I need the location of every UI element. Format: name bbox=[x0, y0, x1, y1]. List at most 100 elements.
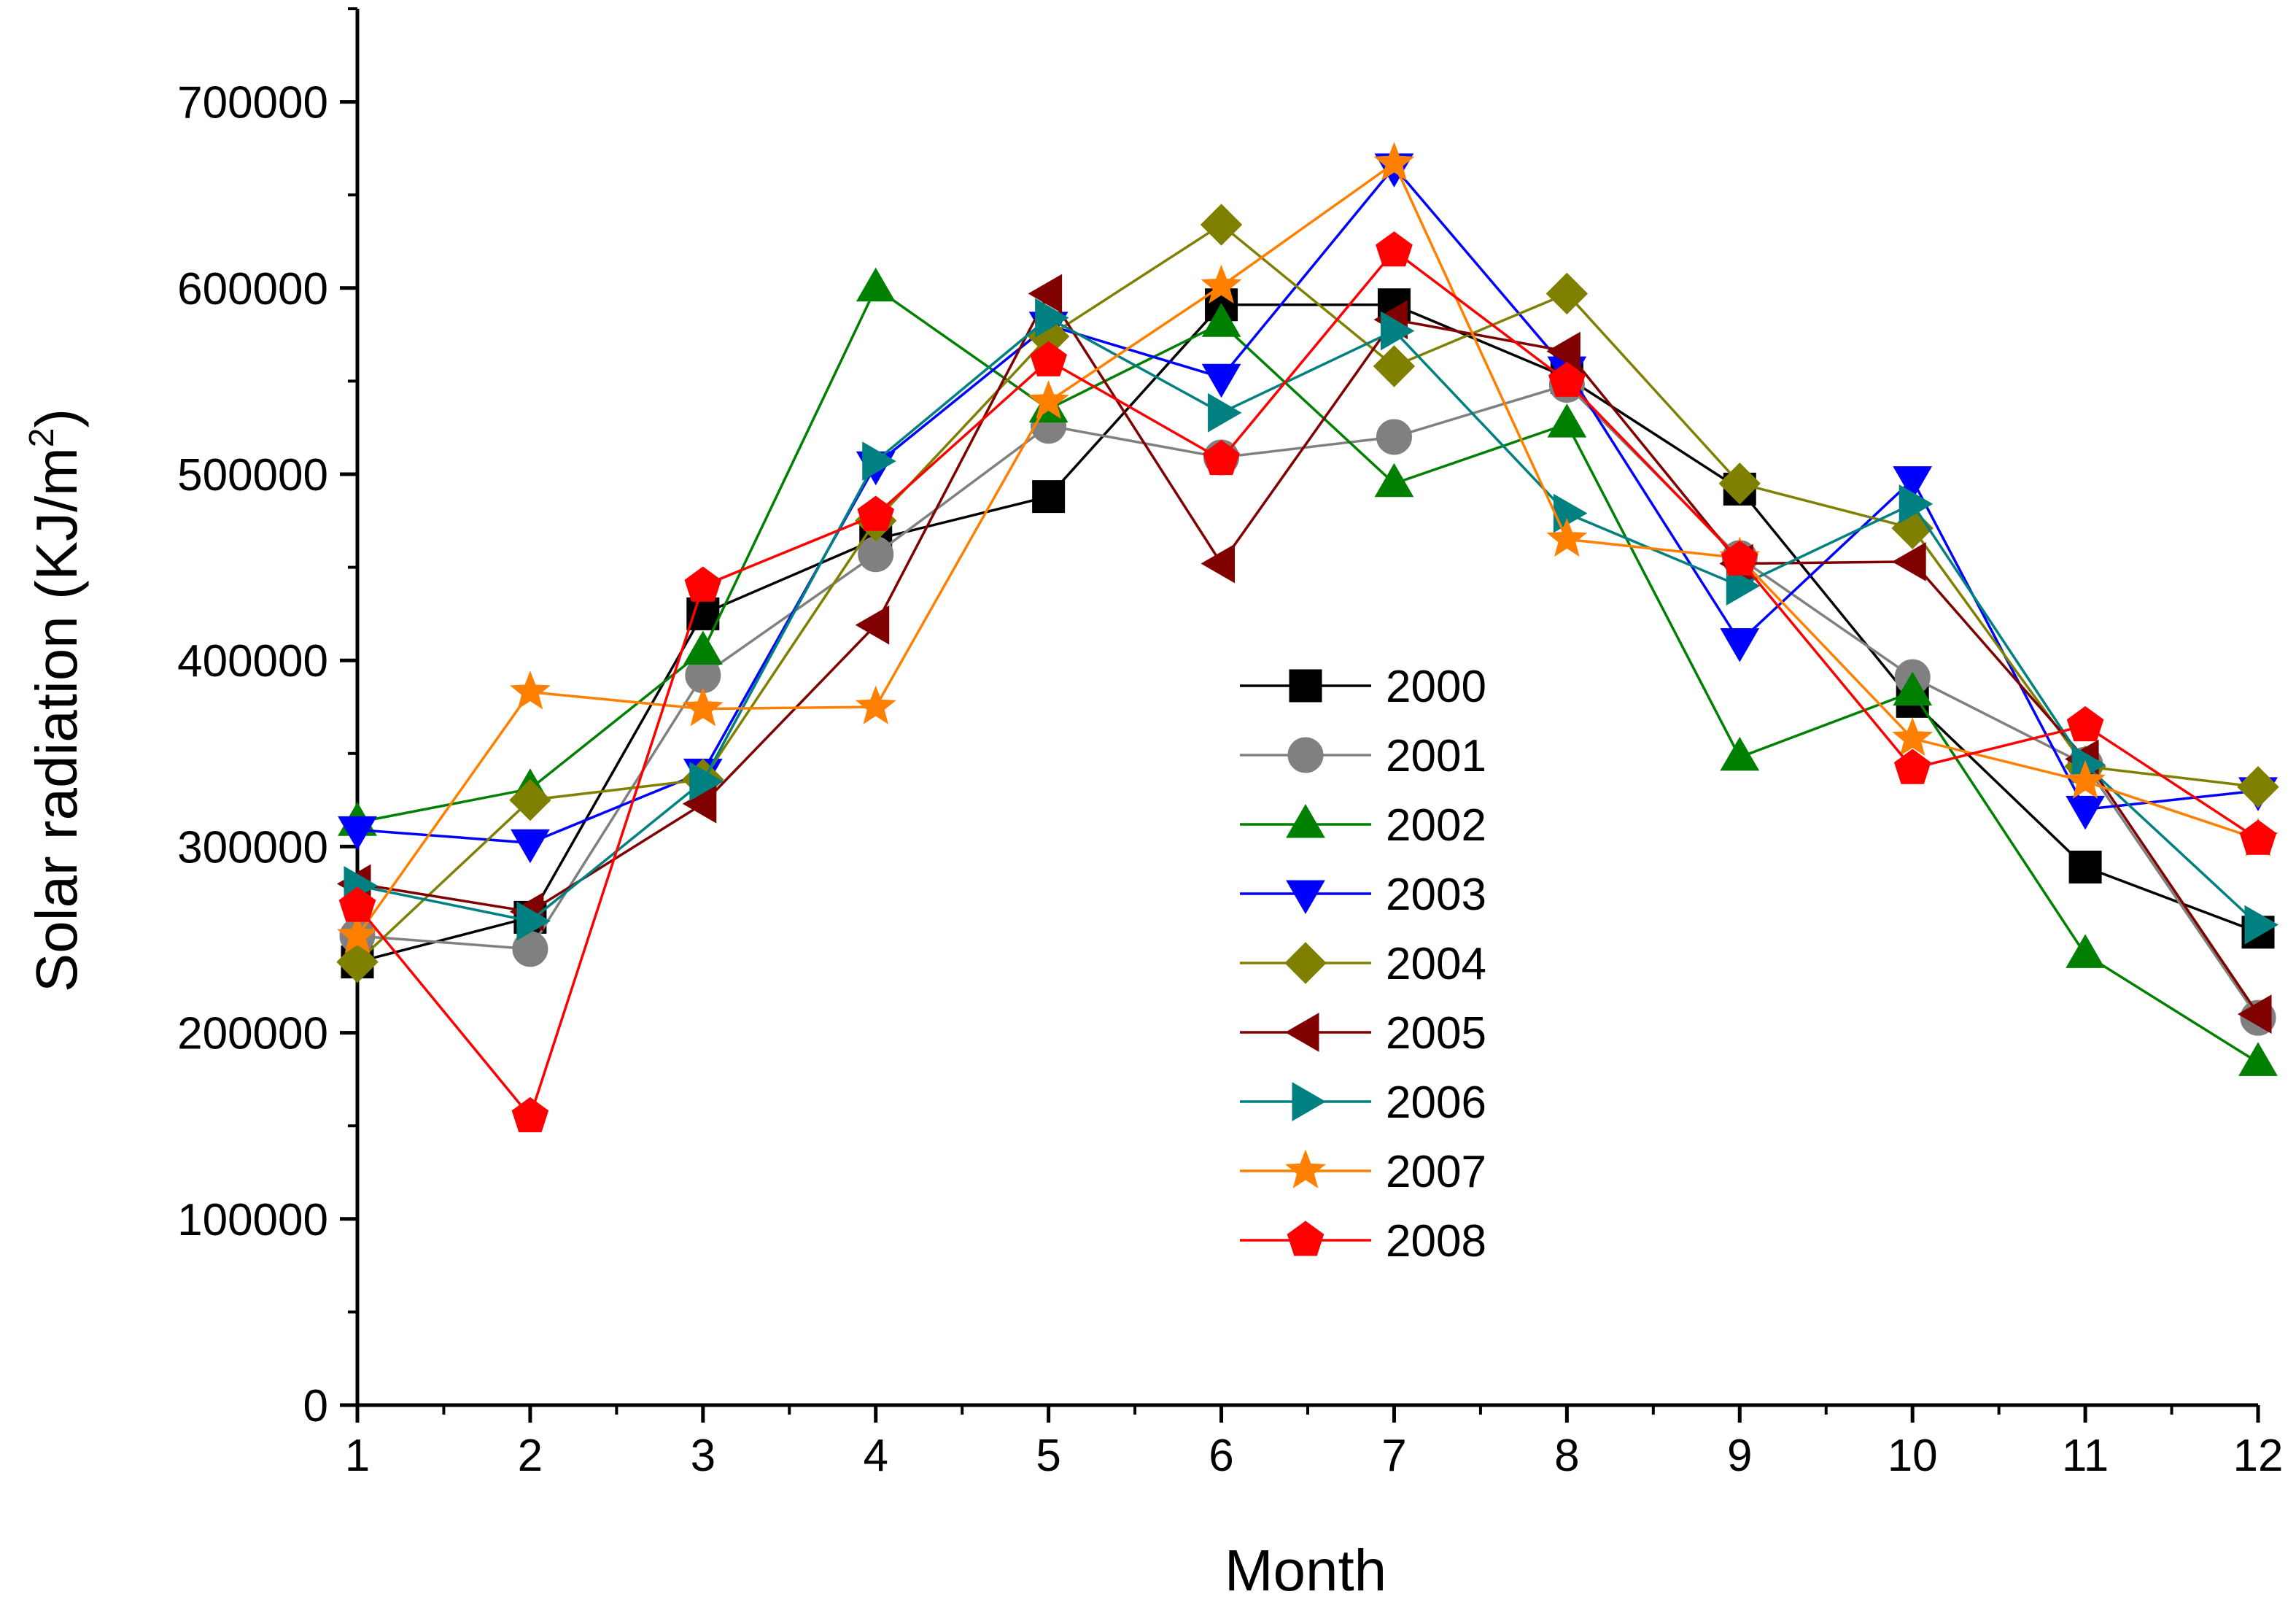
data-point-2005 bbox=[1546, 331, 1581, 371]
legend-marker bbox=[1287, 1221, 1325, 1256]
legend-entry-2003: 2003 bbox=[1240, 870, 1486, 920]
legend-label: 2005 bbox=[1386, 1008, 1486, 1059]
data-point-2005 bbox=[1201, 544, 1236, 584]
y-axis-title-main: Solar radiation (KJ/m bbox=[24, 447, 89, 992]
data-point-2003 bbox=[1720, 628, 1760, 662]
x-axis-title: Month bbox=[1225, 1538, 1386, 1603]
series-line-2001 bbox=[357, 383, 2260, 1019]
data-point-2008 bbox=[1548, 361, 1586, 397]
legend-marker bbox=[1289, 669, 1322, 703]
data-point-2001 bbox=[1376, 419, 1412, 455]
x-tick-label: 7 bbox=[1381, 1431, 1406, 1481]
data-point-2008 bbox=[1376, 231, 1413, 267]
data-point-2004 bbox=[1373, 345, 1416, 387]
data-point-2008 bbox=[857, 495, 895, 531]
legend-marker bbox=[1285, 1013, 1319, 1052]
data-point-2002 bbox=[683, 630, 723, 665]
legend-label: 2008 bbox=[1386, 1216, 1486, 1266]
data-point-2004 bbox=[1718, 463, 1761, 505]
legend-marker bbox=[1292, 1082, 1326, 1121]
legend-label: 2001 bbox=[1386, 731, 1486, 781]
legend: 2000 2001 2002 2003 2004 2005 2006 2007 2008 bbox=[1240, 662, 1486, 1266]
y-tick-label: 600000 bbox=[177, 264, 328, 314]
x-tick-label: 9 bbox=[1727, 1431, 1752, 1481]
series-2004 bbox=[336, 204, 2279, 983]
x-tick-label: 5 bbox=[1036, 1431, 1060, 1481]
data-point-2002 bbox=[1374, 463, 1414, 498]
legend-entry-2007: 2007 bbox=[1240, 1147, 1486, 1197]
legend-entry-2008: 2008 bbox=[1240, 1216, 1486, 1266]
series-2005 bbox=[337, 274, 2272, 1034]
y-tick-label: 100000 bbox=[177, 1195, 328, 1245]
data-point-2003 bbox=[511, 829, 550, 864]
data-point-2005 bbox=[2238, 994, 2272, 1034]
y-tick-label: 300000 bbox=[177, 822, 328, 873]
data-point-2006 bbox=[2244, 905, 2278, 945]
data-point-2006 bbox=[1726, 566, 1761, 606]
data-point-2006 bbox=[1899, 484, 1934, 524]
data-point-2008 bbox=[1203, 439, 1240, 476]
legend-entry-2002: 2002 bbox=[1240, 800, 1486, 851]
data-point-2007 bbox=[1028, 380, 1069, 419]
data-point-2008 bbox=[511, 1097, 549, 1132]
y-axis-title-close: ) bbox=[24, 409, 89, 428]
legend-label: 2007 bbox=[1386, 1147, 1486, 1197]
data-point-2000 bbox=[1032, 480, 1066, 514]
data-point-2006 bbox=[516, 901, 551, 941]
data-point-2006 bbox=[1035, 298, 1069, 338]
legend-marker bbox=[1284, 942, 1327, 984]
data-point-2006 bbox=[862, 441, 896, 481]
data-point-2003 bbox=[1893, 466, 1933, 500]
x-tick-label: 6 bbox=[1209, 1431, 1233, 1481]
y-tick-label: 0 bbox=[303, 1381, 328, 1431]
data-point-2007 bbox=[1892, 717, 1934, 757]
y-tick-label: 500000 bbox=[177, 450, 328, 500]
series-line-2004 bbox=[356, 223, 2259, 963]
legend-label: 2002 bbox=[1386, 800, 1486, 851]
legend-marker bbox=[1285, 1149, 1326, 1188]
series-line-2007 bbox=[356, 161, 2259, 937]
legend-entry-2001: 2001 bbox=[1240, 731, 1486, 781]
series-layer bbox=[336, 142, 2279, 1132]
series-line-2000 bbox=[357, 303, 2259, 964]
legend-label: 2004 bbox=[1386, 939, 1486, 989]
data-point-2004 bbox=[1200, 204, 1243, 246]
x-tick-label: 12 bbox=[2233, 1431, 2284, 1481]
x-tick-label: 2 bbox=[518, 1431, 543, 1481]
data-point-2007 bbox=[2065, 759, 2106, 799]
y-tick-label: 400000 bbox=[177, 636, 328, 687]
x-tick-label: 3 bbox=[691, 1431, 715, 1481]
series-line-2008 bbox=[356, 249, 2259, 1119]
data-point-2005 bbox=[1028, 274, 1063, 314]
y-axis-title: Solar radiation (KJ/m2) bbox=[23, 409, 89, 992]
data-point-2007 bbox=[1201, 264, 1242, 304]
data-point-2008 bbox=[338, 886, 376, 922]
data-point-2002 bbox=[1893, 671, 1933, 706]
data-point-2007 bbox=[1546, 517, 1588, 557]
data-point-2008 bbox=[1030, 341, 1067, 376]
data-point-2004 bbox=[336, 940, 379, 983]
data-point-2008 bbox=[684, 566, 722, 602]
data-point-2002 bbox=[1720, 736, 1760, 771]
data-point-2003 bbox=[338, 816, 377, 851]
series-line-2005 bbox=[357, 291, 2260, 1016]
data-point-2008 bbox=[1893, 749, 1931, 784]
data-point-2006 bbox=[1380, 311, 1415, 351]
data-point-2007 bbox=[509, 670, 551, 710]
data-point-2000 bbox=[2068, 850, 2102, 883]
data-point-2006 bbox=[689, 762, 724, 801]
data-point-2002 bbox=[1201, 303, 1241, 337]
series-2000 bbox=[341, 288, 2275, 979]
data-point-2008 bbox=[2066, 705, 2104, 742]
y-tick-label: 200000 bbox=[177, 1009, 328, 1059]
data-point-2007 bbox=[1373, 142, 1415, 181]
data-point-2002 bbox=[2066, 934, 2105, 968]
data-point-2008 bbox=[1721, 540, 1758, 576]
series-2008 bbox=[338, 231, 2277, 1132]
data-point-2003 bbox=[1201, 363, 1241, 398]
data-point-2008 bbox=[2239, 819, 2277, 855]
data-point-2005 bbox=[855, 605, 890, 645]
legend-marker bbox=[1286, 804, 1325, 838]
data-point-2002 bbox=[856, 267, 896, 302]
